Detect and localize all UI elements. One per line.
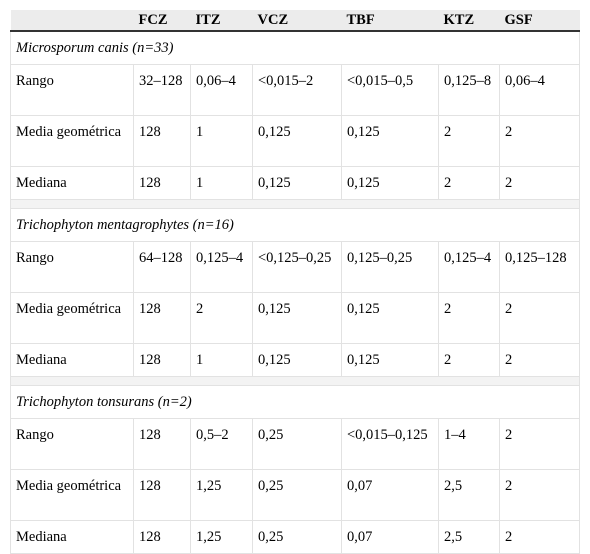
- header-itz: ITZ: [190, 10, 253, 32]
- cell-tbf: 0,125: [341, 343, 439, 377]
- cell-fcz: 128: [133, 292, 191, 344]
- cell-ktz: 2: [438, 292, 500, 344]
- cell-fcz: 128: [133, 166, 191, 200]
- group-row-trichophyton-tonsurans: Trichophyton tonsurans (n=2): [10, 385, 580, 419]
- cell-tbf: 0,125: [341, 292, 439, 344]
- cell-ktz: 1–4: [438, 418, 500, 470]
- header-cell-empty: [10, 10, 134, 32]
- row-label: Rango: [10, 418, 134, 470]
- cell-tbf: 0,07: [341, 520, 439, 554]
- cell-vcz: 0,125: [252, 343, 342, 377]
- group-spacer: [10, 199, 580, 209]
- cell-vcz: 0,125: [252, 166, 342, 200]
- table-row: Mediana 128 1 0,125 0,125 2 2: [10, 166, 580, 200]
- row-label: Media geométrica: [10, 469, 134, 521]
- cell-itz: 0,06–4: [190, 64, 253, 116]
- cell-tbf: 0,125: [341, 166, 439, 200]
- cell-gsf: 0,06–4: [499, 64, 580, 116]
- cell-ktz: 2,5: [438, 469, 500, 521]
- spacer-cell: [10, 376, 580, 386]
- cell-gsf: 2: [499, 292, 580, 344]
- row-label: Media geométrica: [10, 115, 134, 167]
- cell-fcz: 128: [133, 469, 191, 521]
- mic-table-container: FCZ ITZ VCZ TBF KTZ GSF Microsporum cani…: [10, 10, 580, 554]
- cell-itz: 2: [190, 292, 253, 344]
- cell-vcz: 0,125: [252, 292, 342, 344]
- cell-tbf: 0,125–0,25: [341, 241, 439, 293]
- cell-vcz: 0,125: [252, 115, 342, 167]
- cell-vcz: 0,25: [252, 469, 342, 521]
- table-row: Media geométrica 128 1 0,125 0,125 2 2: [10, 115, 580, 167]
- table-row: Rango 64–128 0,125–4 <0,125–0,25 0,125–0…: [10, 241, 580, 293]
- row-label: Mediana: [10, 166, 134, 200]
- cell-gsf: 2: [499, 418, 580, 470]
- table-row: Rango 128 0,5–2 0,25 <0,015–0,125 1–4 2: [10, 418, 580, 470]
- table-row: Mediana 128 1,25 0,25 0,07 2,5 2: [10, 520, 580, 554]
- row-label: Mediana: [10, 520, 134, 554]
- cell-itz: 0,125–4: [190, 241, 253, 293]
- table-row: Mediana 128 1 0,125 0,125 2 2: [10, 343, 580, 377]
- group-title: Trichophyton mentagrophytes (n=16): [10, 208, 580, 242]
- group-title: Microsporum canis (n=33): [10, 31, 580, 65]
- cell-ktz: 0,125–8: [438, 64, 500, 116]
- cell-vcz: 0,25: [252, 520, 342, 554]
- cell-tbf: <0,015–0,125: [341, 418, 439, 470]
- row-label: Mediana: [10, 343, 134, 377]
- spacer-cell: [10, 199, 580, 209]
- group-spacer: [10, 376, 580, 386]
- cell-fcz: 128: [133, 115, 191, 167]
- cell-vcz: <0,015–2: [252, 64, 342, 116]
- table-row: Media geométrica 128 1,25 0,25 0,07 2,5 …: [10, 469, 580, 521]
- cell-itz: 0,5–2: [190, 418, 253, 470]
- header-tbf: TBF: [341, 10, 439, 32]
- cell-itz: 1: [190, 343, 253, 377]
- cell-tbf: 0,07: [341, 469, 439, 521]
- cell-ktz: 2: [438, 115, 500, 167]
- header-gsf: GSF: [499, 10, 580, 32]
- group-row-microsporum-canis: Microsporum canis (n=33): [10, 31, 580, 65]
- table-row: Rango 32–128 0,06–4 <0,015–2 <0,015–0,5 …: [10, 64, 580, 116]
- cell-gsf: 2: [499, 343, 580, 377]
- cell-gsf: 2: [499, 115, 580, 167]
- cell-gsf: 0,125–128: [499, 241, 580, 293]
- cell-fcz: 128: [133, 418, 191, 470]
- group-title: Trichophyton tonsurans (n=2): [10, 385, 580, 419]
- cell-itz: 1,25: [190, 469, 253, 521]
- cell-gsf: 2: [499, 166, 580, 200]
- cell-itz: 1: [190, 166, 253, 200]
- cell-ktz: 2,5: [438, 520, 500, 554]
- mic-table: FCZ ITZ VCZ TBF KTZ GSF Microsporum cani…: [10, 10, 580, 554]
- cell-gsf: 2: [499, 520, 580, 554]
- cell-tbf: <0,015–0,5: [341, 64, 439, 116]
- cell-fcz: 64–128: [133, 241, 191, 293]
- cell-ktz: 2: [438, 343, 500, 377]
- header-vcz: VCZ: [252, 10, 342, 32]
- header-row: FCZ ITZ VCZ TBF KTZ GSF: [10, 10, 580, 32]
- header-fcz: FCZ: [133, 10, 191, 32]
- row-label: Rango: [10, 241, 134, 293]
- cell-ktz: 2: [438, 166, 500, 200]
- header-ktz: KTZ: [438, 10, 500, 32]
- cell-fcz: 128: [133, 343, 191, 377]
- cell-vcz: 0,25: [252, 418, 342, 470]
- row-label: Media geométrica: [10, 292, 134, 344]
- cell-gsf: 2: [499, 469, 580, 521]
- cell-itz: 1: [190, 115, 253, 167]
- cell-fcz: 32–128: [133, 64, 191, 116]
- cell-tbf: 0,125: [341, 115, 439, 167]
- group-row-trichophyton-mentagrophytes: Trichophyton mentagrophytes (n=16): [10, 208, 580, 242]
- cell-ktz: 0,125–4: [438, 241, 500, 293]
- cell-vcz: <0,125–0,25: [252, 241, 342, 293]
- table-row: Media geométrica 128 2 0,125 0,125 2 2: [10, 292, 580, 344]
- row-label: Rango: [10, 64, 134, 116]
- cell-itz: 1,25: [190, 520, 253, 554]
